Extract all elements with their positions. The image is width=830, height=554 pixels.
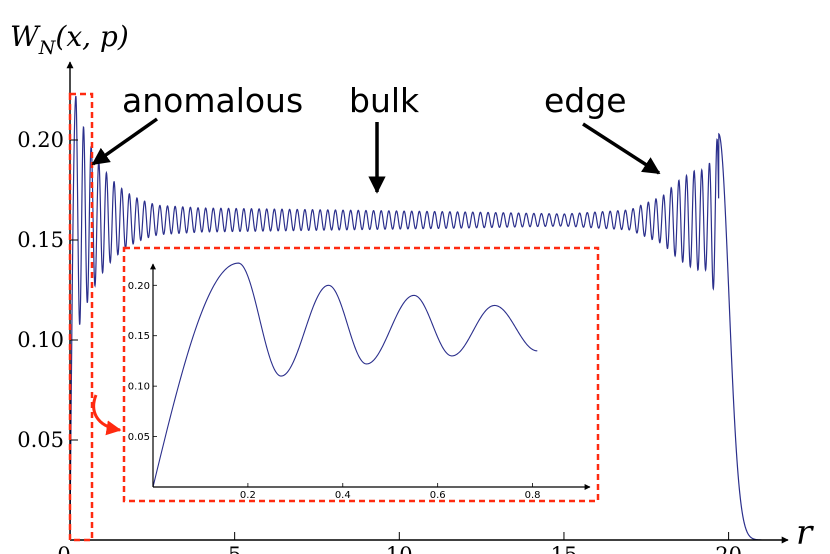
inset-frame [122, 246, 600, 503]
annotation-edge: edge [544, 81, 627, 120]
x-tick-label: 15 [551, 543, 578, 554]
y-tick-label: 0.10 [17, 328, 64, 352]
y-axis-label: WN(x, p) [10, 20, 129, 59]
x-tick-label: 10 [386, 543, 413, 554]
inset-x-tick-label: 0.6 [430, 490, 446, 501]
inset-y-tick-label: 0.20 [128, 281, 150, 292]
x-ticks: 0 5 10 15 20 [57, 532, 742, 554]
x-axis-label: r [796, 513, 814, 553]
y-tick-label: 0.05 [17, 428, 64, 452]
inset-y-tick-label: 0.05 [128, 432, 150, 443]
inset-x-tick-label: 0.8 [525, 490, 541, 501]
annotation-arrow-anomalous [91, 117, 159, 166]
inset-series-line [152, 262, 538, 488]
annotation-anomalous: anomalous [122, 81, 303, 120]
inset-x-ticks: 0.2 0.4 0.6 0.8 [240, 483, 541, 501]
inset-y-tick-label: 0.10 [128, 382, 150, 393]
inset-y-tick-label: 0.15 [128, 331, 150, 342]
zoom-connector-arrow [92, 394, 122, 436]
x-tick-label: 5 [228, 543, 241, 554]
y-tick-label: 0.15 [17, 228, 64, 252]
highlight-region [68, 92, 94, 542]
x-tick-label: 20 [715, 543, 742, 554]
inset-x-tick-label: 0.4 [335, 490, 351, 501]
y-ticks: 0.05 0.10 0.15 0.20 [17, 128, 78, 452]
main-series-line [69, 95, 762, 541]
annotation-bulk: bulk [349, 81, 420, 120]
annotation-arrow-edge [582, 122, 661, 175]
inset-y-ticks: 0.05 0.10 0.15 0.20 [128, 281, 157, 443]
inset-x-tick-label: 0.2 [240, 490, 256, 501]
y-tick-label: 0.20 [17, 128, 64, 152]
x-tick-label: 0 [57, 543, 70, 554]
